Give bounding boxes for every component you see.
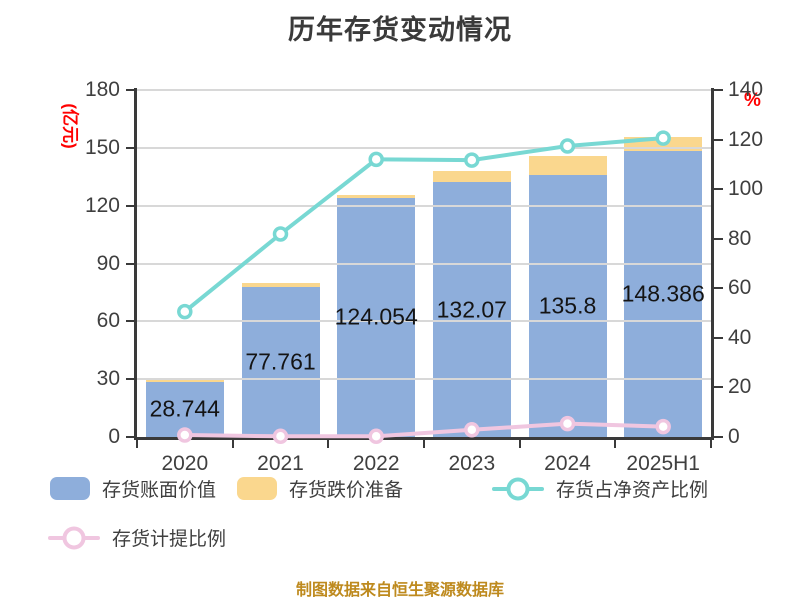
left-tick-label-0: 0 [108,425,120,448]
left-tick-label-30: 30 [96,367,120,391]
right-axis-unit-label: % [744,90,761,111]
right-tick-label-60: 60 [728,276,752,300]
bar-provision-2022 [337,195,416,198]
right-tick-label-40: 40 [728,325,752,349]
legend-label: 存货账面价值 [102,480,217,501]
right-tick [714,188,723,191]
x-tick-label-2025H1: 2025H1 [626,452,700,475]
right-tick [714,237,723,240]
legend-label: 存货计提比例 [112,529,227,550]
bar-provision-2021 [241,283,320,288]
right-tick-label-120: 120 [728,127,764,151]
bar-value-label-2024: 135.8 [538,292,597,319]
x-tick [136,440,138,448]
right-tick-label-140: 140 [728,78,764,101]
gridline-150 [137,146,711,149]
chart-title: 历年存货变动情况 [288,15,512,45]
right-tick [714,386,723,389]
x-tick [231,440,234,448]
gridline-90 [137,262,711,265]
gridline-30 [137,378,711,381]
data-point-net-asset-ratio-2020 [177,303,193,320]
line-marker-icon [48,526,100,550]
data-point-provision-ratio-2020 [177,427,193,443]
x-tick [710,440,712,448]
bar-book-value-2021 [241,287,320,437]
x-tick-label-2023: 2023 [448,452,496,475]
gridline-120 [137,204,711,207]
bar-book-value-2022 [337,197,416,437]
bar-swatch-icon [237,477,277,500]
data-point-net-asset-ratio-2021 [272,226,289,242]
bar-value-label-2021: 77.761 [245,348,316,375]
bar-provision-2024 [528,155,607,176]
left-tick-label-180: 180 [84,78,120,101]
data-point-net-asset-ratio-2023 [464,152,480,168]
bar-book-value-2024 [528,175,607,437]
legend-item-provision[interactable]: 存货跌价准备 [237,475,403,502]
bar-book-value-2025H1 [624,150,703,437]
left-tick-label-90: 90 [96,251,120,275]
y-axis-left-line [134,88,137,440]
right-tick [714,138,723,141]
right-tick [714,89,723,91]
left-tick [126,436,135,438]
bar-swatch-icon [50,477,90,500]
right-tick [714,336,723,339]
x-tick [423,440,425,448]
right-tick [714,436,723,438]
line-net-asset-ratio [182,136,666,314]
data-source-note: 制图数据来自恒生聚源数据库 [295,582,504,599]
data-point-net-asset-ratio-2022 [368,151,384,168]
x-tick [614,440,617,448]
data-point-net-asset-ratio-2025H1 [655,130,671,146]
bar-book-value-2023 [432,182,511,437]
data-point-provision-ratio-2023 [464,422,480,438]
left-tick-label-150: 150 [84,135,120,159]
x-tick-label-2021: 2021 [257,452,304,475]
legend-label: 存货占净资产比例 [556,480,709,501]
legend-item-net-asset-ratio[interactable]: 存货占净资产比例 [492,475,708,502]
x-axis-line [134,437,714,440]
data-point-provision-ratio-2025H1 [655,418,671,435]
x-tick-label-2024: 2024 [544,452,591,475]
data-point-provision-ratio-2022 [368,428,384,445]
data-point-provision-ratio-2021 [272,428,289,445]
left-tick [126,146,135,149]
right-tick-label-0: 0 [728,425,740,448]
left-tick-label-120: 120 [84,193,120,217]
line-marker-icon [492,477,544,501]
x-tick [327,440,330,448]
left-tick [126,320,135,323]
right-tick [714,287,723,290]
data-point-provision-ratio-2024 [559,415,576,432]
x-tick-label-2022: 2022 [352,452,400,475]
x-tick-label-2020: 2020 [161,452,209,475]
left-tick-label-60: 60 [96,309,120,333]
left-tick [126,204,135,207]
x-tick [518,440,521,448]
y-axis-right-line [711,88,714,440]
legend-item-book-value[interactable]: 存货账面价值 [50,475,216,502]
bar-value-label-2020: 28.744 [149,395,220,422]
legend-label: 存货跌价准备 [289,480,404,501]
data-point-net-asset-ratio-2024 [559,138,576,154]
right-tick-label-80: 80 [728,226,752,250]
bar-value-label-2022: 124.054 [334,303,418,330]
gridline-180 [137,89,711,91]
left-tick [126,89,135,91]
bar-value-label-2023: 132.07 [436,296,507,323]
bar-value-label-2025H1: 148.386 [621,280,705,307]
legend-item-provision-ratio[interactable]: 存货计提比例 [48,524,226,551]
bar-provision-2023 [432,170,511,183]
left-tick [126,262,135,265]
right-tick-label-100: 100 [728,177,764,201]
line-provision-ratio [182,421,666,439]
right-tick-label-20: 20 [728,375,752,399]
gridline-60 [137,320,711,323]
left-tick [126,378,135,381]
